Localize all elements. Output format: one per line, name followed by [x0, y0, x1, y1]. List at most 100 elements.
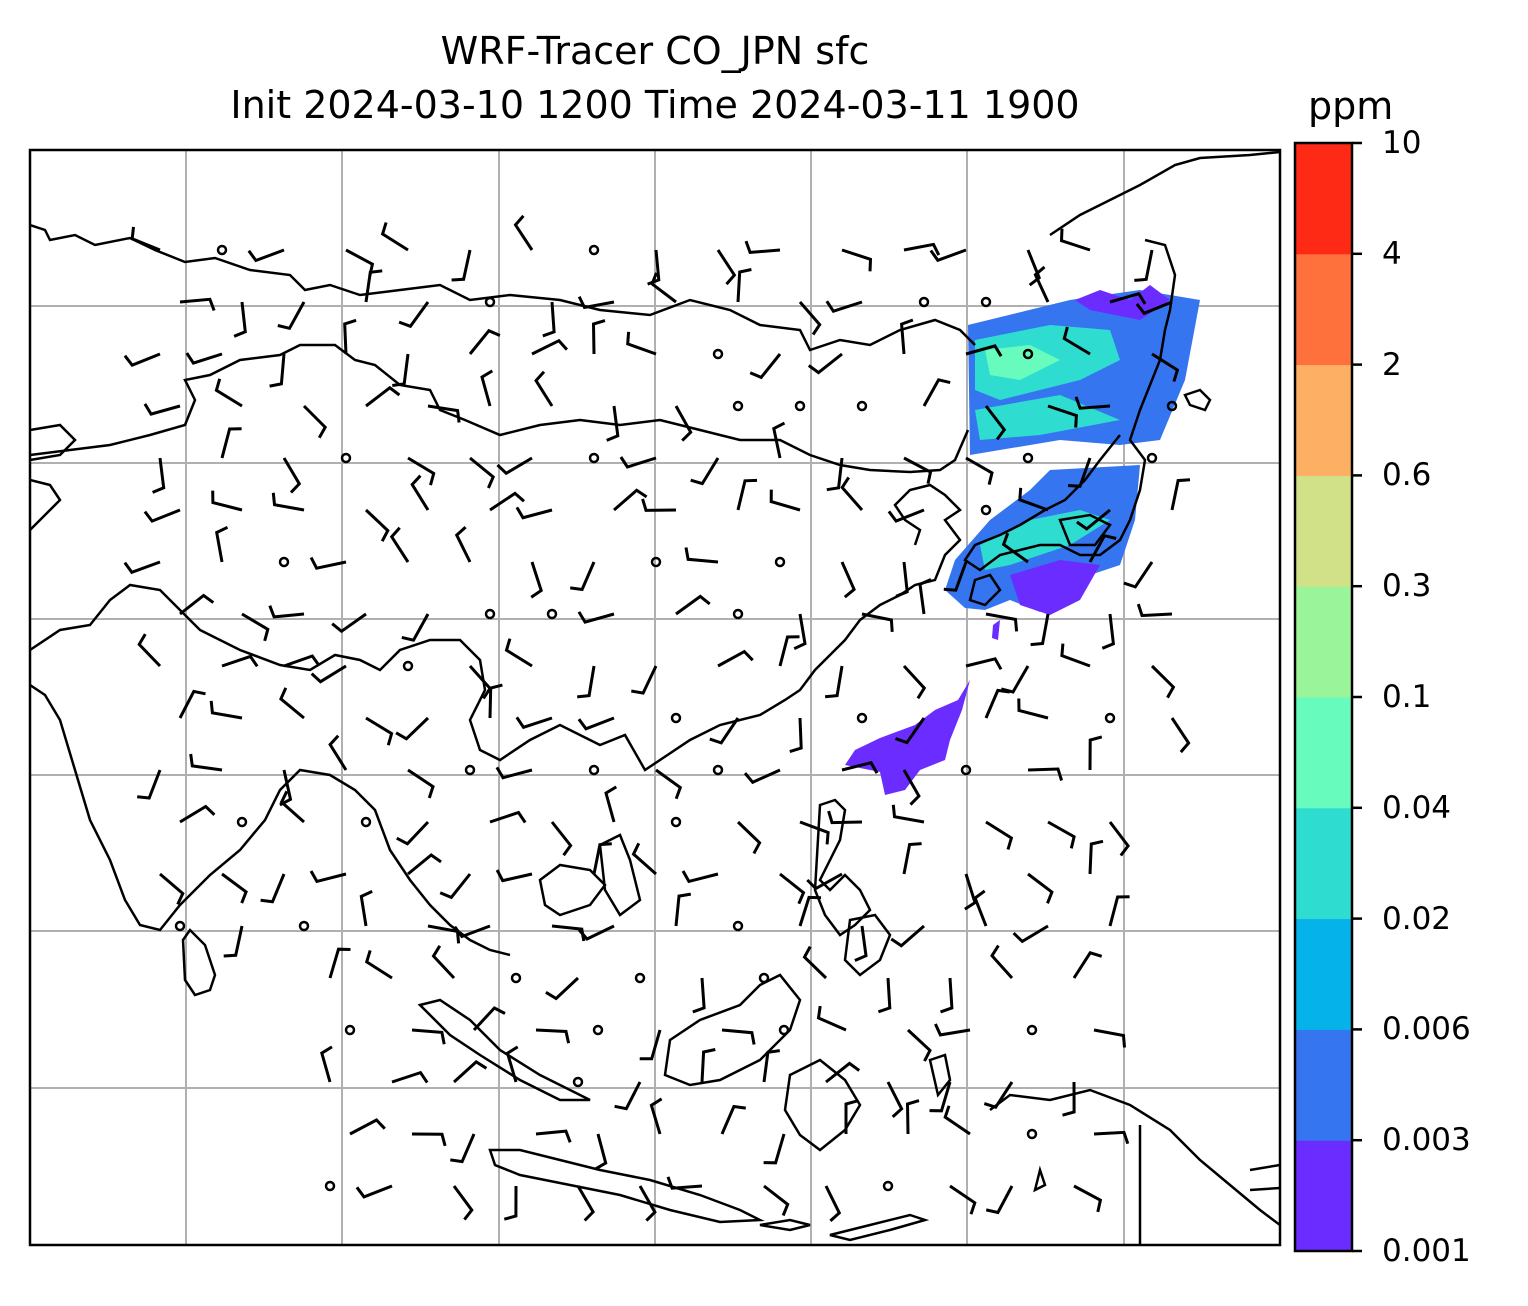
wind-barb	[594, 1133, 608, 1171]
wind-barb	[906, 1028, 932, 1062]
wind-barb	[328, 947, 351, 979]
wind-barb	[985, 820, 1014, 850]
calm-marker	[856, 400, 868, 412]
colorbar-tick-label: 0.1	[1382, 679, 1432, 715]
wind-barb	[1151, 352, 1180, 382]
wind-barb	[398, 301, 430, 329]
wind-barb	[279, 687, 305, 720]
wind-barb	[681, 870, 719, 884]
wind-barb	[282, 457, 302, 494]
wind-barb	[431, 945, 456, 980]
wind-barb	[929, 248, 967, 263]
wind-barb	[983, 1081, 1014, 1109]
wind-barb	[762, 1049, 781, 1083]
wind-barb	[328, 734, 348, 771]
wind-barb	[1093, 1130, 1130, 1145]
wind-barb	[903, 456, 933, 485]
wind-barb	[489, 810, 527, 824]
colorbar-segment	[1295, 918, 1352, 1030]
calm-marker	[572, 1076, 584, 1088]
wind-barb	[480, 369, 494, 407]
calm-marker	[174, 920, 186, 932]
wind-barb	[551, 924, 586, 942]
wind-barb	[137, 633, 162, 668]
wind-barb	[241, 612, 270, 642]
wind-barb	[973, 889, 988, 927]
wind-barb	[1108, 895, 1130, 927]
wind-barb	[721, 1028, 756, 1045]
wind-barb	[349, 1118, 386, 1136]
wind-barb	[283, 654, 321, 668]
wind-barb	[736, 478, 758, 511]
wind-barb	[577, 296, 615, 310]
wind-barb	[649, 1097, 663, 1135]
wind-barb	[359, 890, 373, 927]
wind-barb	[364, 508, 390, 542]
wind-barb	[626, 331, 657, 356]
wind-barb	[221, 872, 248, 904]
calm-marker	[588, 764, 600, 776]
wind-barb	[407, 456, 436, 486]
colorbar-segment	[1295, 475, 1352, 587]
wind-barb	[488, 683, 503, 719]
wind-barb	[531, 338, 569, 356]
wind-barb	[1088, 839, 1104, 875]
wind-barb	[964, 873, 977, 911]
wind-barb	[577, 611, 615, 624]
colorbar-tick-label: 0.04	[1382, 789, 1452, 826]
colorbar-segment	[1295, 697, 1352, 809]
wind-barb	[1067, 457, 1092, 488]
wind-barb	[1026, 249, 1042, 287]
wind-barb	[453, 924, 491, 939]
wind-barb	[824, 665, 844, 699]
plume-south	[845, 680, 970, 795]
wind-barb	[365, 385, 401, 408]
calm-marker	[510, 972, 522, 984]
wind-barb	[650, 272, 677, 304]
calm-marker	[1026, 1128, 1038, 1140]
wind-barb	[1073, 1184, 1103, 1213]
wind-barb	[211, 490, 243, 512]
wind-barb	[763, 1133, 786, 1165]
wind-barb	[364, 269, 383, 303]
wind-barb	[902, 842, 922, 875]
wind-barb	[1027, 767, 1064, 781]
wind-barb	[1093, 1028, 1126, 1048]
wind-barb	[903, 242, 941, 256]
wind-barb	[233, 301, 247, 338]
calm-marker	[360, 816, 372, 828]
calm-marker	[588, 452, 600, 464]
wind-barb	[452, 1185, 474, 1221]
wind-barb	[606, 405, 620, 442]
calm-marker	[918, 296, 930, 308]
wind-barb	[178, 689, 206, 719]
wind-barb	[798, 895, 822, 927]
wind-barb	[576, 1185, 595, 1222]
calm-marker	[774, 556, 786, 568]
wind-barb	[638, 1185, 657, 1222]
wind-barb	[772, 421, 786, 459]
wind-barb	[1108, 821, 1130, 857]
wind-barb	[123, 560, 161, 575]
wind-barb	[639, 1029, 662, 1061]
wind-barb	[887, 508, 925, 523]
wind-barb	[515, 506, 553, 520]
wind-barb	[1123, 561, 1154, 589]
wind-barb	[840, 561, 856, 599]
wind-barb	[505, 1045, 519, 1083]
colorbar-segment	[1295, 586, 1352, 698]
wind-barb	[345, 248, 375, 277]
wind-barb	[1047, 404, 1078, 428]
wind-barb	[214, 378, 243, 408]
wind-barb	[137, 769, 162, 800]
wind-barb	[277, 301, 306, 331]
calm-marker	[1146, 452, 1158, 464]
wind-barb	[709, 717, 740, 745]
wind-barb	[666, 1176, 703, 1190]
wind-barb	[410, 474, 430, 511]
wind-barb	[302, 404, 328, 439]
wind-barb	[655, 768, 683, 800]
wind-barb	[215, 525, 229, 563]
wind-barb	[1109, 291, 1147, 305]
wind-barb	[577, 716, 615, 731]
